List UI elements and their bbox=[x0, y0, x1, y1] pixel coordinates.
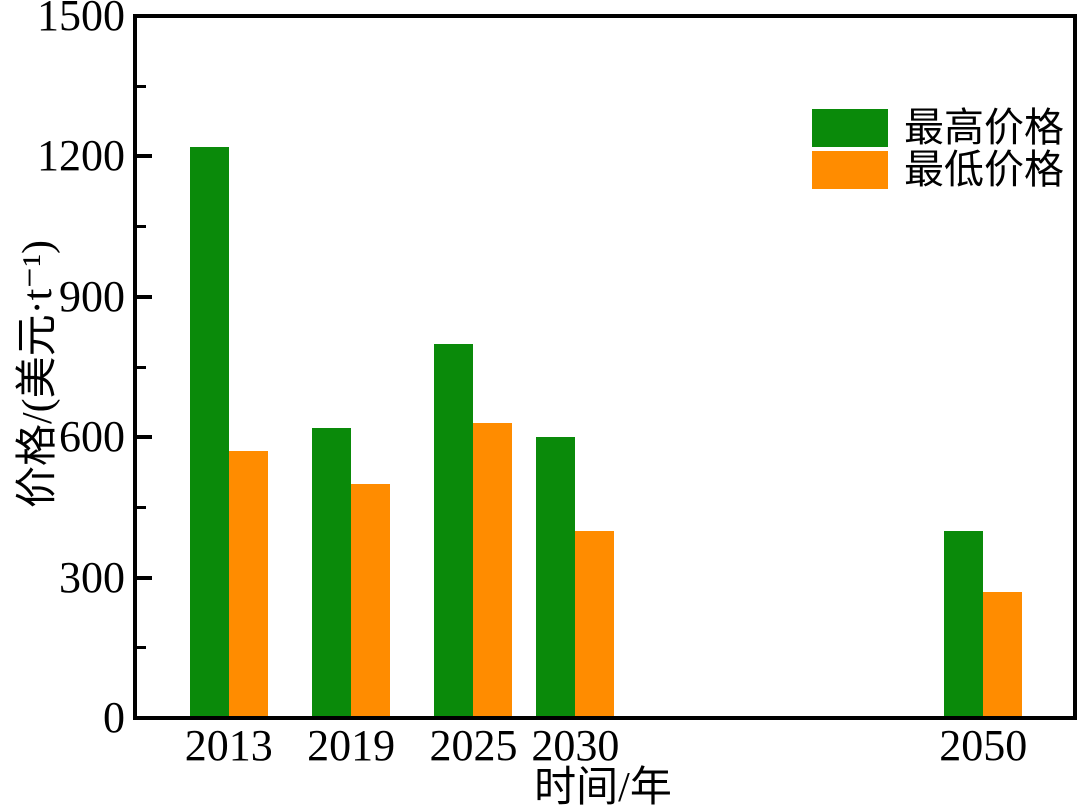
y-major-tick-1200 bbox=[137, 154, 152, 159]
y-minor-tick-150 bbox=[137, 646, 146, 650]
legend-item-min-price: 最低价格 bbox=[812, 146, 1064, 192]
x-tick-label-2050: 2050 bbox=[939, 721, 1028, 770]
x-tick-label-2019: 2019 bbox=[307, 721, 396, 770]
legend: 最高价格 最低价格 bbox=[812, 104, 1064, 192]
y-tick-label-1500: 1500 bbox=[37, 0, 125, 40]
y-tick-label-300: 300 bbox=[59, 552, 125, 602]
x-tick-label-2013: 2013 bbox=[184, 721, 273, 770]
bar-min-price-2019 bbox=[351, 484, 391, 718]
y-tick-label-900: 900 bbox=[59, 271, 125, 321]
bar-min-price-2050 bbox=[983, 591, 1023, 718]
bar-min-price-2030 bbox=[575, 530, 615, 718]
y-major-tick-300 bbox=[137, 575, 152, 580]
legend-label-max-price: 最高价格 bbox=[904, 104, 1064, 150]
bar-max-price-2019 bbox=[312, 427, 352, 718]
bar-min-price-2025 bbox=[473, 423, 513, 718]
y-minor-tick-1050 bbox=[137, 225, 146, 229]
legend-swatch-min-price bbox=[812, 150, 888, 189]
y-minor-tick-450 bbox=[137, 505, 146, 509]
legend-label-min-price: 最低价格 bbox=[904, 146, 1064, 192]
y-minor-tick-750 bbox=[137, 365, 146, 369]
x-axis-title: 时间/年 bbox=[534, 765, 672, 811]
y-tick-label-0: 0 bbox=[103, 693, 125, 742]
bar-max-price-2013 bbox=[189, 147, 229, 718]
legend-item-max-price: 最高价格 bbox=[812, 104, 1064, 150]
y-axis-title: 价格/(美元·t⁻¹) bbox=[15, 239, 61, 509]
plot-area bbox=[137, 16, 1075, 718]
y-major-tick-600 bbox=[137, 435, 152, 440]
y-minor-tick-1350 bbox=[137, 84, 146, 88]
x-tick-label-2030: 2030 bbox=[531, 721, 620, 770]
x-tick-label-2025: 2025 bbox=[429, 721, 518, 770]
y-tick-label-600: 600 bbox=[59, 412, 125, 462]
bar-max-price-2025 bbox=[434, 343, 474, 718]
bar-min-price-2013 bbox=[228, 451, 268, 718]
bar-max-price-2030 bbox=[536, 437, 576, 718]
bar-max-price-2050 bbox=[944, 530, 984, 718]
y-tick-label-1200: 1200 bbox=[37, 131, 125, 181]
y-major-tick-900 bbox=[137, 294, 152, 299]
legend-swatch-max-price bbox=[812, 108, 888, 147]
